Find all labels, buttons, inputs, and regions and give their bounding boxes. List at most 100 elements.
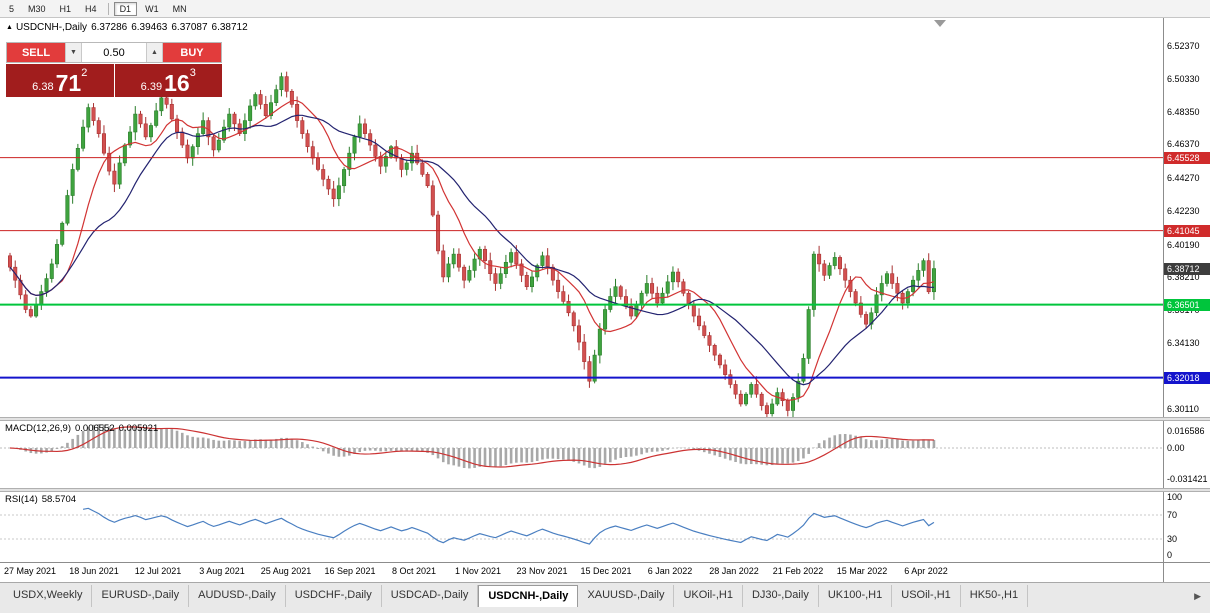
tab-usoil-h1[interactable]: USOil-,H1	[892, 585, 961, 607]
macd-scale-label: 0.00	[1167, 443, 1185, 453]
ma-fast-line	[9, 99, 935, 402]
spin-up-icon: ▲	[151, 49, 158, 56]
rsi-line	[82, 507, 935, 545]
panel-splitter[interactable]	[0, 417, 1210, 421]
rsi-panel: RSI(14) 58.5704 100 70 30 0	[0, 492, 1210, 562]
timeframe-button-m30[interactable]: M30	[28, 3, 46, 14]
axis-corner	[1163, 563, 1210, 582]
rsi-name: RSI(14)	[5, 494, 38, 505]
tab-usdx-weekly[interactable]: USDX,Weekly	[4, 585, 93, 607]
price-tick-label: 6.44270	[1167, 173, 1200, 184]
price-tick-label: 6.46370	[1167, 138, 1200, 149]
panel-splitter[interactable]	[0, 488, 1210, 492]
macd-plot[interactable]: MACD(12,26,9) 0.006552 0.005921	[0, 421, 1163, 488]
tab-ukoil-h1[interactable]: UKOil-,H1	[674, 585, 743, 607]
rsi-scale-label: 30	[1167, 534, 1178, 544]
date-label: 6 Apr 2022	[904, 566, 948, 576]
macd-label: MACD(12,26,9) 0.006552 0.005921	[5, 423, 162, 434]
tab-eurusd-daily[interactable]: EURUSD-,Daily	[92, 585, 190, 607]
date-label: 6 Jan 2022	[647, 566, 693, 576]
price-badge: 6.41045	[1164, 224, 1210, 237]
sell-button[interactable]: SELL	[7, 43, 65, 62]
one-click-trade-widget: SELL ▼ 0.50 ▲ BUY 6.38 71 2 6.39 16 3	[6, 42, 222, 97]
date-label: 18 Jun 2021	[69, 566, 119, 576]
ask-price-tile[interactable]: 6.39 16 3	[114, 64, 222, 97]
price-tick-label: 6.40190	[1167, 239, 1200, 250]
price-tick-label: 6.50330	[1167, 74, 1200, 85]
date-label: 15 Dec 2021	[580, 566, 632, 576]
rsi-scale-label: 0	[1167, 550, 1173, 560]
bid-price-big: 71	[55, 70, 82, 97]
tab-usdcnh-daily[interactable]: USDCNH-,Daily	[478, 585, 579, 607]
macd-name: MACD(12,26,9)	[5, 423, 71, 434]
price-tick-label: 6.34130	[1167, 338, 1200, 349]
price-tick-label: 6.30110	[1167, 403, 1199, 414]
ask-price-big: 16	[164, 70, 190, 97]
rsi-plot[interactable]: RSI(14) 58.5704	[0, 492, 1163, 562]
timeframe-toolbar: 5 M30 H1 H4 D1 W1 MN	[0, 0, 1210, 18]
tab-usdcad-daily[interactable]: USDCAD-,Daily	[382, 585, 479, 607]
time-axis[interactable]: 27 May 2021 18 Jun 2021 12 Jul 2021 3 Aug 2…	[0, 562, 1210, 582]
date-label: 1 Nov 2021	[454, 566, 502, 576]
macd-scale[interactable]: 0.016586 0.00 -0.031421	[1163, 421, 1210, 488]
tab-xauusd-daily[interactable]: XAUUSD-,Daily	[578, 585, 675, 607]
rsi-label: RSI(14) 58.5704	[5, 494, 80, 505]
volume-decrease-button[interactable]: ▼	[65, 43, 82, 62]
rsi-scale[interactable]: 100 70 30 0	[1163, 492, 1210, 562]
bid-price-sup: 2	[81, 67, 88, 79]
symbol-expand-icon: ▲	[6, 24, 13, 31]
volume-increase-button[interactable]: ▲	[146, 43, 163, 62]
main-chart-panel: ▲ USDCNH-,Daily 6.37286 6.39463 6.37087 6.387…	[0, 18, 1210, 417]
ohlc-low: 6.37087	[171, 22, 208, 33]
ohlc-high: 6.39463	[131, 22, 168, 33]
macd-signal-line	[9, 426, 934, 468]
tab-usdchf-daily[interactable]: USDCHF-,Daily	[286, 585, 382, 607]
date-label: 3 Aug 2021	[199, 566, 245, 576]
date-label: 28 Jan 2022	[709, 566, 759, 576]
price-scale[interactable]: 6.52370 6.50330 6.48350 6.46370 6.44270 6.422…	[1163, 18, 1210, 417]
ma-slow-line	[9, 114, 934, 386]
ohlc-close: 6.38712	[211, 22, 248, 33]
ask-price-sup: 3	[189, 67, 196, 79]
date-label: 21 Feb 2022	[772, 566, 824, 576]
date-label: 8 Oct 2021	[391, 566, 437, 576]
macd-chart[interactable]	[0, 421, 1163, 488]
bid-price-tile[interactable]: 6.38 71 2	[6, 64, 114, 97]
rsi-value: 58.5704	[41, 494, 77, 505]
price-tick-label: 6.48350	[1167, 106, 1200, 117]
macd-value-signal: 0.005921	[118, 423, 159, 434]
ohlc-open: 6.37286	[91, 22, 128, 33]
tab-hk50-h1[interactable]: HK50-,H1	[961, 585, 1029, 607]
timeframe-button-5[interactable]: 5	[9, 3, 15, 14]
timeframe-button-d1[interactable]: D1	[113, 1, 138, 16]
date-label: 27 May 2021	[3, 566, 57, 576]
toolbar-separator	[107, 2, 109, 15]
bottom-strip	[0, 607, 1210, 613]
date-label: 25 Aug 2021	[260, 566, 312, 576]
ask-price-main: 6.39	[140, 81, 163, 93]
main-plot[interactable]: ▲ USDCNH-,Daily 6.37286 6.39463 6.37087 6.387…	[0, 18, 1163, 417]
bid-price-main: 6.38	[32, 81, 54, 93]
tab-scroll-right-button[interactable]: ▶	[1190, 590, 1205, 603]
buy-button[interactable]: BUY	[163, 43, 221, 62]
symbol-info: ▲ USDCNH-,Daily 6.37286 6.39463 6.37087 6.387…	[6, 22, 252, 33]
rsi-chart[interactable]	[0, 492, 1163, 562]
price-badge: 6.32018	[1164, 371, 1210, 384]
date-label: 23 Nov 2021	[516, 566, 568, 576]
chart-shift-marker-icon[interactable]	[934, 20, 946, 27]
tab-audusd-daily[interactable]: AUDUSD-,Daily	[189, 585, 286, 607]
timeframe-button-h4[interactable]: H4	[85, 3, 97, 14]
candles	[8, 71, 936, 417]
tab-scroll-right-icon: ▶	[1194, 590, 1201, 601]
timeframe-button-w1[interactable]: W1	[145, 3, 159, 14]
timeframe-button-h1[interactable]: H1	[59, 3, 72, 14]
tab-dj30-daily[interactable]: DJ30-,Daily	[743, 585, 819, 607]
timeframe-button-mn[interactable]: MN	[172, 3, 187, 14]
date-label: 15 Mar 2022	[836, 566, 888, 576]
rsi-scale-label: 100	[1167, 492, 1183, 502]
price-tick-label: 6.42230	[1167, 206, 1200, 217]
volume-field[interactable]: 0.50	[82, 43, 146, 62]
tab-uk100-h1[interactable]: UK100-,H1	[819, 585, 893, 607]
candlestick-chart[interactable]	[0, 18, 1163, 417]
price-badge: 6.38712	[1164, 262, 1210, 275]
